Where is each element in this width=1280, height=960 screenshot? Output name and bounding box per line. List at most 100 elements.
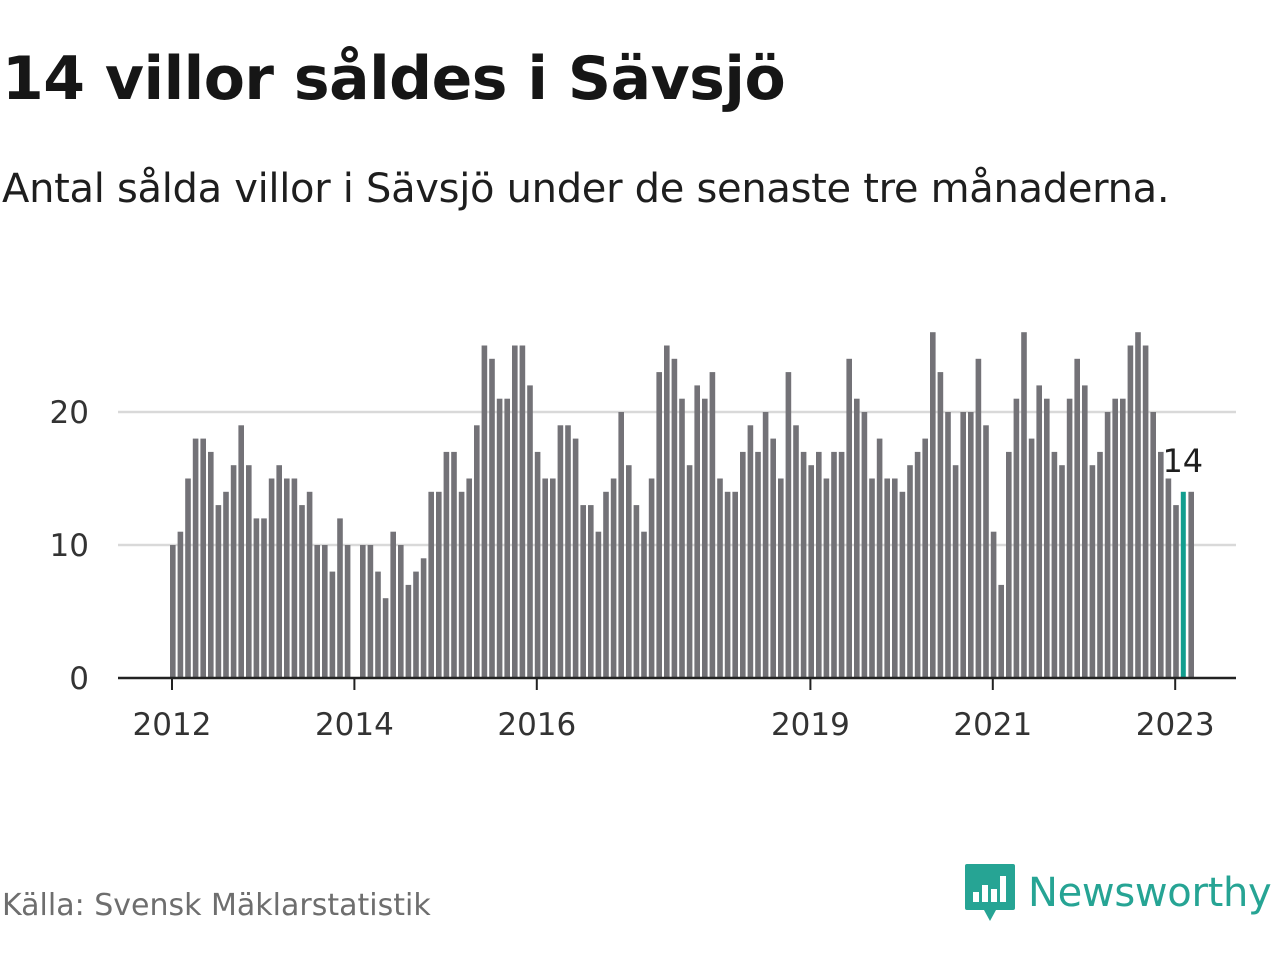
bar: [276, 465, 282, 678]
bar-chart: 0 10 20 2012 2014 2016 2019 2021 2023 14: [50, 332, 1236, 743]
chart-title: 14 villor såldes i Sävsjö: [2, 44, 786, 114]
bar: [542, 478, 548, 678]
bar: [1044, 398, 1050, 678]
bar: [869, 478, 875, 678]
y-tick-label: 0: [69, 661, 89, 697]
bar: [451, 451, 457, 678]
bar: [1158, 451, 1164, 678]
bar: [800, 451, 807, 678]
bar: [656, 372, 662, 678]
bar: [876, 438, 883, 678]
bar: [762, 412, 769, 678]
bar: [793, 425, 799, 678]
bar: [420, 558, 427, 678]
bar: [1028, 438, 1035, 678]
bar: [618, 412, 624, 678]
bar: [1150, 412, 1156, 678]
bar: [914, 451, 921, 678]
bar: [747, 425, 754, 678]
bar: [907, 465, 913, 678]
bar: [496, 398, 503, 678]
bar: [892, 478, 898, 678]
bar: [192, 438, 199, 678]
bar: [223, 491, 229, 678]
bar: [664, 345, 670, 678]
bar: [306, 491, 313, 678]
highlight-value-label: 14: [1162, 442, 1203, 480]
bar: [861, 412, 868, 678]
bar: [185, 478, 191, 678]
bar: [595, 531, 602, 678]
bar: [375, 571, 381, 678]
bar: [177, 531, 184, 678]
bar: [413, 571, 419, 678]
bar: [253, 518, 260, 678]
bar: [838, 451, 845, 678]
x-tick-label: 2019: [771, 707, 850, 743]
bar: [337, 518, 343, 678]
bar: [937, 372, 944, 678]
bar: [208, 451, 214, 678]
bar: [1082, 385, 1088, 678]
axes: [118, 676, 1236, 690]
bar: [1006, 451, 1012, 678]
bar: [975, 358, 982, 678]
bar: [580, 505, 586, 678]
bar: [671, 358, 678, 678]
bar: [732, 491, 738, 678]
bar: [436, 491, 442, 678]
bar: [360, 545, 366, 678]
bar: [1165, 478, 1172, 678]
bar: [1112, 398, 1118, 678]
bar: [284, 478, 290, 678]
chart-subtitle: Antal sålda villor i Sävsjö under de sen…: [2, 166, 1170, 212]
bar: [648, 478, 655, 678]
bar: [550, 478, 556, 678]
x-tick-label: 2023: [1136, 707, 1215, 743]
bar: [610, 478, 617, 678]
bar: [823, 478, 830, 678]
bar: [1066, 398, 1073, 678]
bar: [1074, 358, 1080, 678]
bar: [983, 425, 989, 678]
bar: [960, 412, 966, 678]
bar: [603, 491, 609, 678]
bar: [816, 451, 822, 678]
bar: [785, 372, 792, 678]
bar: [215, 505, 222, 678]
bar: [428, 491, 434, 678]
bar: [230, 465, 237, 678]
bar: [641, 531, 647, 678]
bar: [626, 465, 632, 678]
bar: [557, 425, 564, 678]
bar: [489, 358, 495, 678]
bar: [1036, 385, 1042, 678]
bar: [443, 451, 450, 678]
bar: [709, 372, 716, 678]
bar: [633, 505, 640, 678]
bar: [694, 385, 700, 678]
bar: [1173, 505, 1179, 678]
bar-chart-speech-bubble-icon: [965, 864, 1015, 921]
bar: [1097, 451, 1103, 678]
bar: [268, 478, 275, 678]
bar: [1142, 345, 1149, 678]
bar: [930, 332, 936, 678]
bar: [945, 412, 951, 678]
bar: [398, 545, 404, 678]
bar: [1021, 332, 1027, 678]
bar: [770, 438, 776, 678]
bar: [854, 398, 860, 678]
bar: [740, 451, 746, 678]
bar: [170, 545, 176, 678]
bar: [1104, 412, 1111, 678]
bar: [474, 425, 480, 678]
bar: [899, 491, 906, 678]
bar: [512, 345, 518, 678]
bar: [291, 478, 298, 678]
bar: [990, 531, 997, 678]
bar: [998, 584, 1004, 678]
bar: [382, 598, 389, 678]
bar: [458, 491, 465, 678]
bar: [367, 545, 374, 678]
